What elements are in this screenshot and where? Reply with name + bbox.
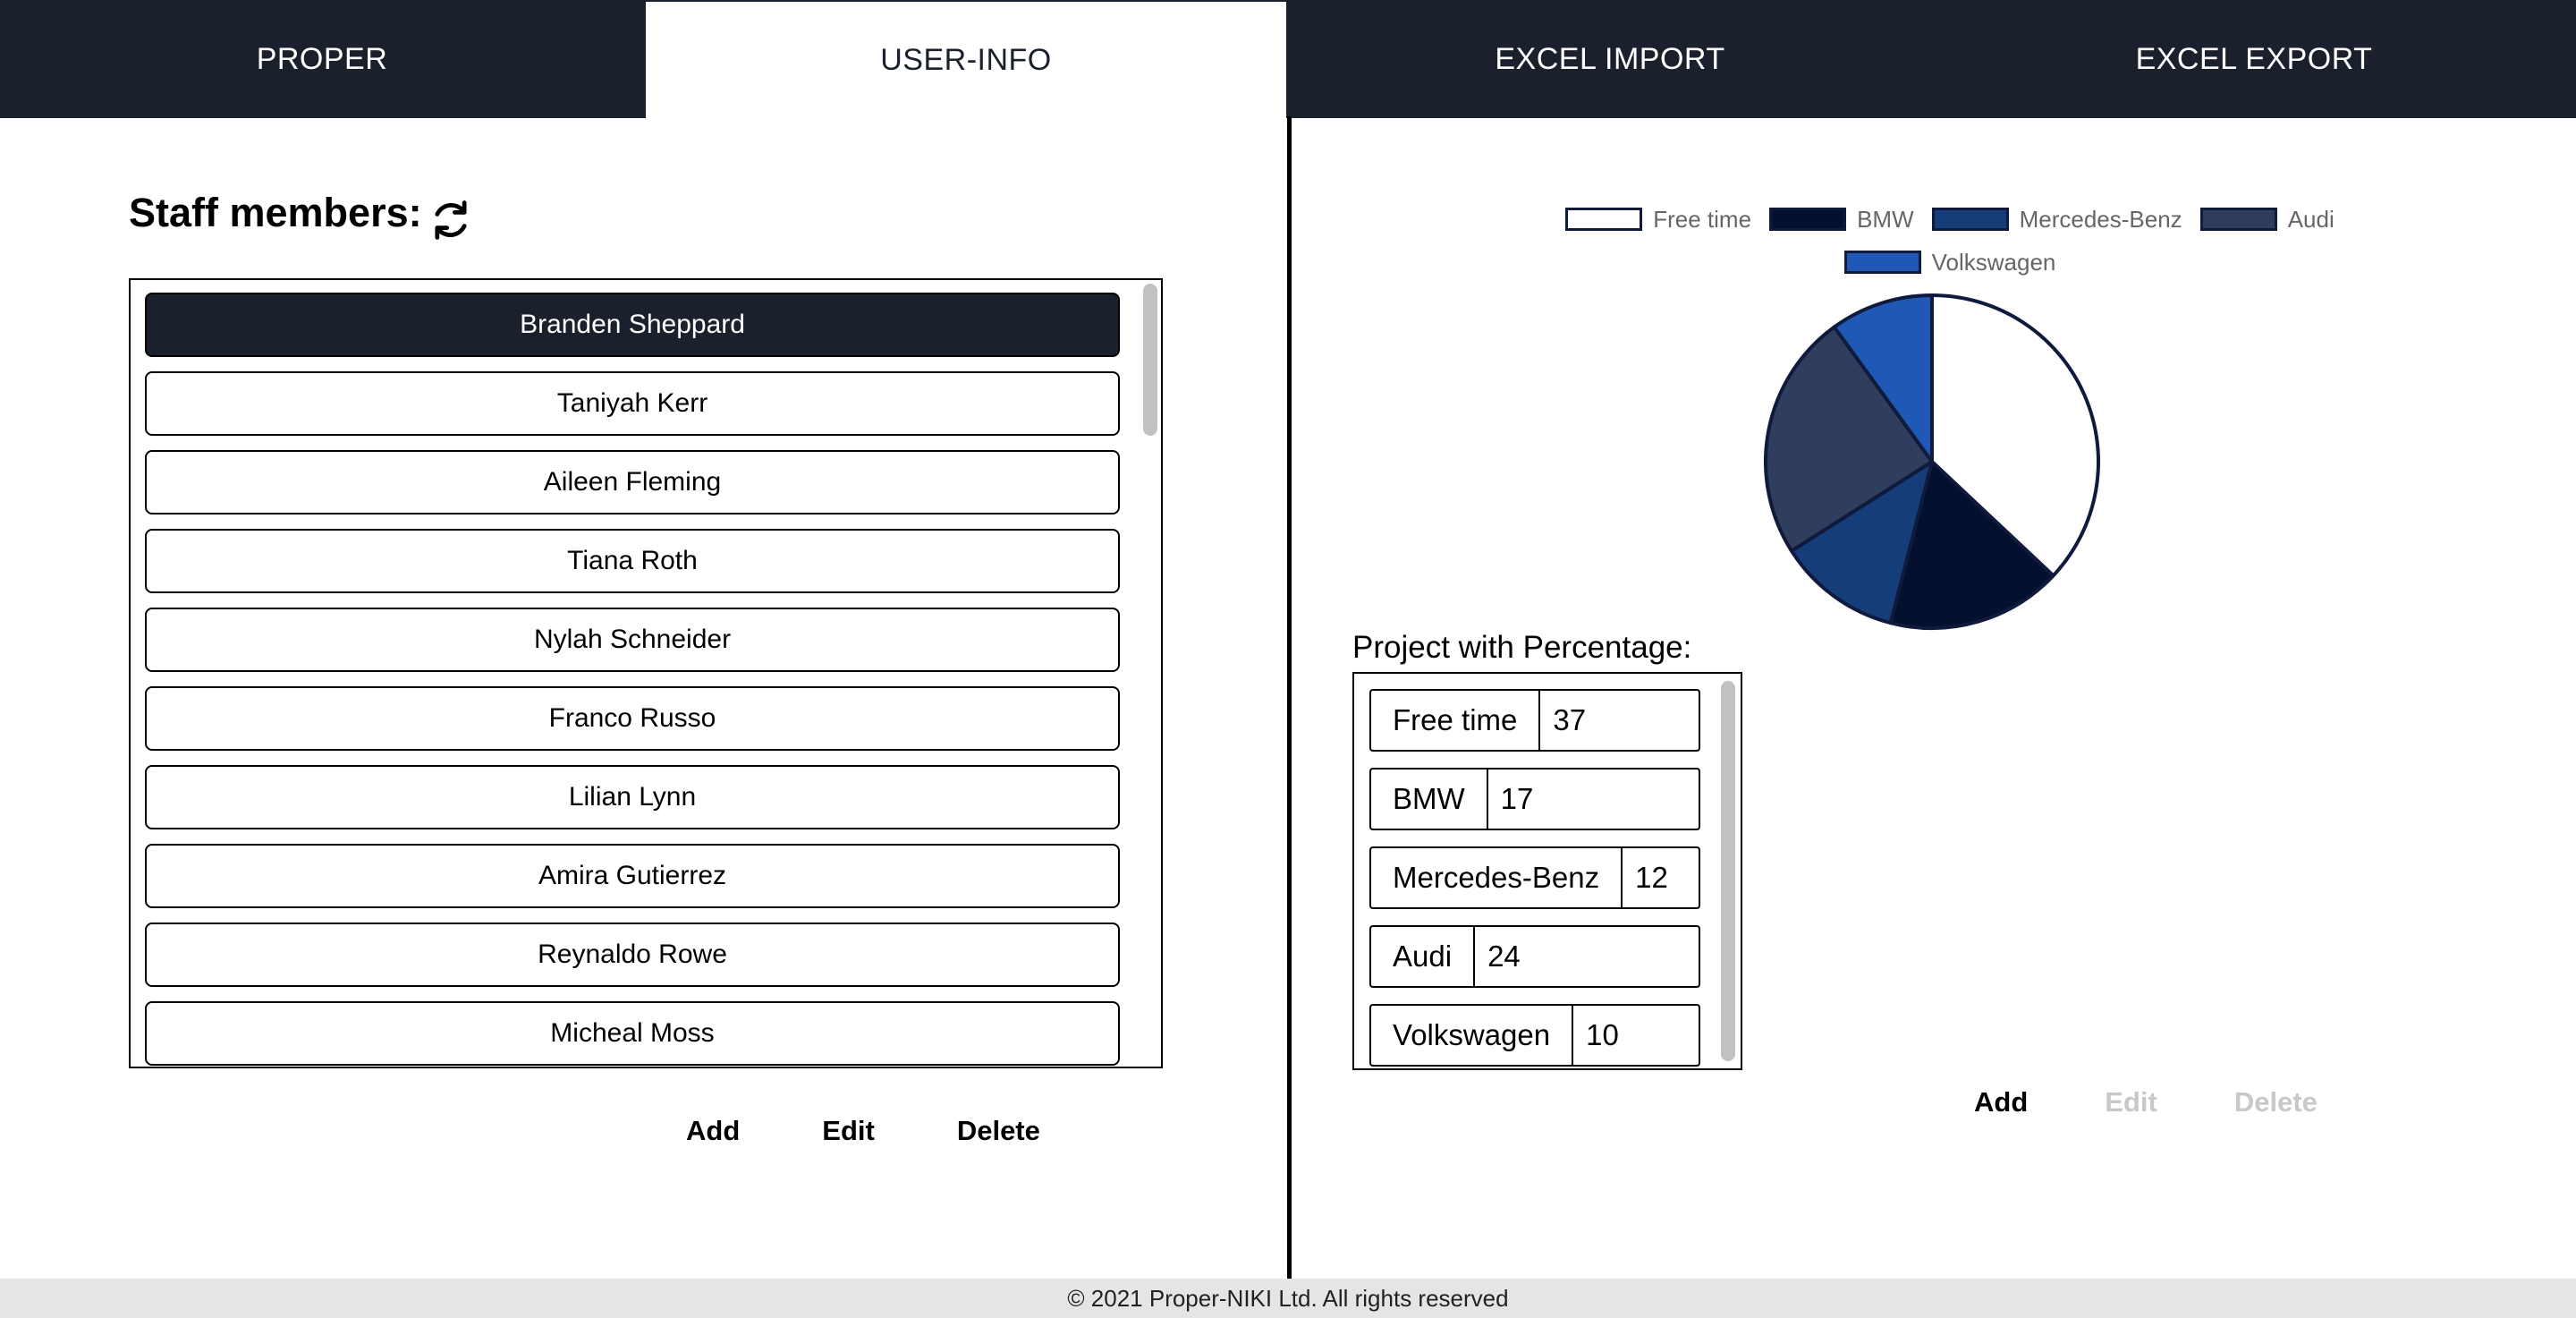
legend-entry[interactable]: Audi: [2199, 205, 2334, 234]
tab-excel-export[interactable]: EXCEL EXPORT: [2135, 41, 2373, 76]
pie-slice-bmw[interactable]: [1888, 460, 2055, 630]
project-pie-chart: [1764, 293, 2100, 630]
legend-entry[interactable]: Volkswagen: [1843, 248, 2056, 276]
legend-label: BMW: [1857, 205, 1914, 233]
project-name: Mercedes-Benz: [1371, 848, 1623, 907]
project-row[interactable]: Mercedes-Benz 12: [1369, 846, 1700, 909]
project-name: BMW: [1371, 770, 1488, 829]
pie-slice-mercedes-benz[interactable]: [1789, 460, 1934, 625]
legend-label: Free time: [1653, 205, 1752, 233]
staff-member-item[interactable]: Nylah Schneider: [145, 608, 1120, 672]
legend-swatch: [2199, 208, 2277, 231]
legend-swatch: [1565, 208, 1643, 231]
project-percentage-value[interactable]: 10: [1586, 1018, 1619, 1051]
staff-member-item[interactable]: Micheal Moss: [145, 1001, 1120, 1066]
project-percentage-value[interactable]: 37: [1553, 703, 1587, 736]
staff-scrollbar[interactable]: [1143, 284, 1157, 1063]
footer-copyright: © 2021 Proper-NIKI Ltd. All rights reser…: [1067, 1284, 1509, 1312]
project-actions: Add Edit Delete: [1974, 1086, 2394, 1118]
tab-user-info[interactable]: USER-INFO: [644, 0, 1288, 118]
staff-member-item[interactable]: Amira Gutierrez: [145, 844, 1120, 908]
project-percentage-value[interactable]: 12: [1635, 861, 1668, 894]
project-name: Free time: [1371, 691, 1541, 750]
legend-entry[interactable]: Free time: [1565, 206, 1751, 234]
legend-row: Volkswagen: [1521, 241, 2379, 284]
staff-member-item[interactable]: Aileen Fleming: [145, 450, 1120, 514]
staff-delete-button[interactable]: Delete: [956, 1115, 1040, 1146]
staff-member-item[interactable]: Taniyah Kerr: [145, 371, 1120, 436]
project-row[interactable]: BMW 17: [1369, 768, 1700, 830]
staff-members-title: Staff members:: [129, 190, 422, 235]
tab-excel-import[interactable]: EXCEL IMPORT: [1495, 41, 1725, 76]
staff-actions: Add Edit Delete: [686, 1115, 1123, 1147]
legend-label: Audi: [2287, 205, 2334, 233]
legend-swatch: [1931, 208, 2009, 231]
pie-slice-audi[interactable]: [1764, 325, 1934, 553]
staff-member-item[interactable]: Lilian Lynn: [145, 765, 1120, 829]
staff-add-button[interactable]: Add: [686, 1115, 741, 1146]
staff-member-item[interactable]: Reynaldo Rowe: [145, 923, 1120, 987]
tab-proper[interactable]: PROPER: [256, 41, 388, 76]
project-add-button[interactable]: Add: [1974, 1086, 2029, 1118]
legend-label: Mercedes-Benz: [2019, 205, 2182, 233]
project-percentage-title: Project with Percentage:: [1352, 630, 1692, 665]
refresh-icon[interactable]: [428, 197, 474, 243]
project-edit-button[interactable]: Edit: [2105, 1086, 2157, 1118]
staff-member-item[interactable]: Tiana Roth: [145, 529, 1120, 593]
staff-list-box: Branden Sheppard Taniyah Kerr Aileen Flemi…: [129, 278, 1163, 1068]
panel-divider: [1287, 116, 1292, 1280]
project-row[interactable]: Audi 24: [1369, 925, 1700, 988]
pie-slice-free-time[interactable]: [1930, 293, 2100, 578]
legend-swatch: [1843, 251, 1921, 274]
project-percentage-value[interactable]: 24: [1487, 940, 1521, 973]
project-percentage-value[interactable]: 17: [1500, 782, 1534, 815]
project-name: Volkswagen: [1371, 1006, 1574, 1065]
project-row[interactable]: Volkswagen 10: [1369, 1004, 1700, 1067]
top-navbar: PROPER USER-INFO EXCEL IMPORT EXCEL EXPO…: [0, 0, 2576, 118]
pie-slice-volkswagen[interactable]: [1832, 293, 1934, 463]
staff-edit-button[interactable]: Edit: [822, 1115, 875, 1146]
legend-row: Free time BMW Mercedes-Benz Audi: [1521, 198, 2379, 241]
footer: © 2021 Proper-NIKI Ltd. All rights reser…: [0, 1279, 2576, 1318]
project-list-box: Free time 37 BMW 17 Mercedes-Benz 12 Audi 24 Vol…: [1352, 672, 1742, 1070]
project-scrollbar[interactable]: [1721, 681, 1735, 1061]
legend-label: Volkswagen: [1931, 248, 2056, 276]
chart-legend: Free time BMW Mercedes-Benz Audi Volkswagen: [1521, 198, 2379, 284]
project-row[interactable]: Free time 37: [1369, 689, 1700, 752]
project-delete-button[interactable]: Delete: [2233, 1086, 2318, 1118]
project-list: Free time 37 BMW 17 Mercedes-Benz 12 Audi 24 Vol…: [1369, 689, 1700, 1068]
staff-member-item[interactable]: Branden Sheppard: [145, 293, 1120, 357]
legend-swatch: [1769, 208, 1847, 231]
staff-list: Branden Sheppard Taniyah Kerr Aileen Flemi…: [145, 293, 1120, 1067]
staff-member-item[interactable]: Franco Russo: [145, 686, 1120, 751]
project-name: Audi: [1371, 927, 1476, 986]
legend-entry[interactable]: Mercedes-Benz: [1931, 205, 2182, 234]
staff-scrollbar-thumb[interactable]: [1143, 284, 1157, 436]
legend-entry[interactable]: BMW: [1769, 206, 1914, 234]
